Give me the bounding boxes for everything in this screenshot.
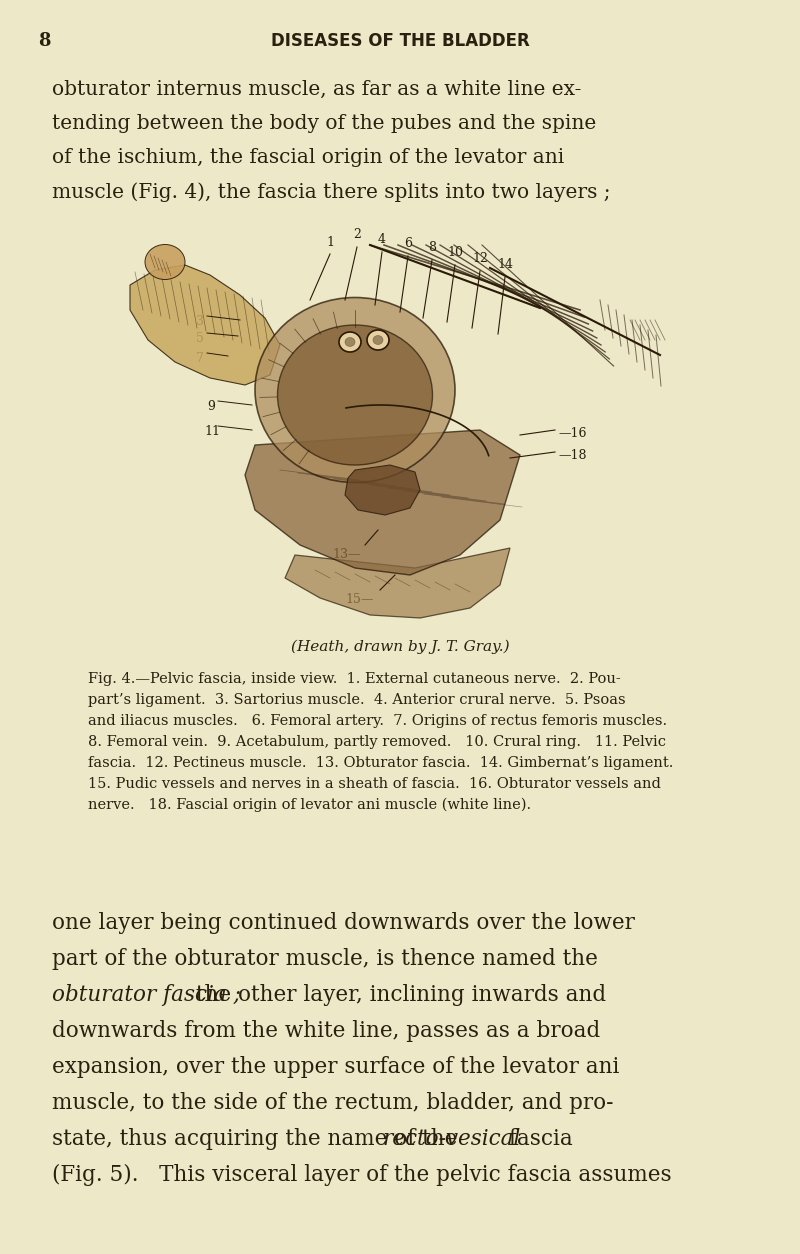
Text: 6: 6	[404, 237, 412, 250]
Text: (Heath, drawn by J. T. Gray.): (Heath, drawn by J. T. Gray.)	[290, 640, 510, 655]
Text: 14: 14	[497, 258, 513, 271]
Text: recto-vesical: recto-vesical	[382, 1129, 520, 1150]
Text: 3: 3	[196, 315, 204, 329]
Text: Fig. 4.—Pelvic fascia, inside view.  1. External cutaneous nerve.  2. Pou-: Fig. 4.—Pelvic fascia, inside view. 1. E…	[88, 672, 621, 686]
Text: fascia: fascia	[502, 1129, 573, 1150]
Ellipse shape	[278, 325, 433, 465]
Text: fascia.  12. Pectineus muscle.  13. Obturator fascia.  14. Gimbernat’s ligament.: fascia. 12. Pectineus muscle. 13. Obtura…	[88, 756, 674, 770]
Text: muscle (Fig. 4), the fascia there splits into two layers ;: muscle (Fig. 4), the fascia there splits…	[52, 182, 610, 202]
Text: of the ischium, the fascial origin of the levator ani: of the ischium, the fascial origin of th…	[52, 148, 564, 167]
Polygon shape	[345, 465, 420, 515]
Text: and iliacus muscles.   6. Femoral artery.  7. Origins of rectus femoris muscles.: and iliacus muscles. 6. Femoral artery. …	[88, 714, 667, 729]
Text: 5: 5	[196, 332, 204, 345]
Text: 4: 4	[378, 233, 386, 246]
Text: 8. Femoral vein.  9. Acetabulum, partly removed.   10. Crural ring.   11. Pelvic: 8. Femoral vein. 9. Acetabulum, partly r…	[88, 735, 666, 749]
Polygon shape	[285, 548, 510, 618]
Bar	[130, 224, 670, 618]
Polygon shape	[245, 430, 520, 576]
Text: obturator fascia ;: obturator fascia ;	[52, 984, 241, 1006]
Text: expansion, over the upper surface of the levator ani: expansion, over the upper surface of the…	[52, 1056, 619, 1078]
Text: DISEASES OF THE BLADDER: DISEASES OF THE BLADDER	[270, 33, 530, 50]
Text: 11: 11	[204, 425, 220, 438]
Text: muscle, to the side of the rectum, bladder, and pro-: muscle, to the side of the rectum, bladd…	[52, 1092, 614, 1114]
Ellipse shape	[145, 245, 185, 280]
Text: 9: 9	[207, 400, 215, 413]
Text: —16: —16	[558, 428, 586, 440]
Text: 10: 10	[447, 246, 463, 260]
Polygon shape	[130, 265, 280, 385]
Text: the other layer, inclining inwards and: the other layer, inclining inwards and	[189, 984, 606, 1006]
Text: (Fig. 5).   This visceral layer of the pelvic fascia assumes: (Fig. 5). This visceral layer of the pel…	[52, 1164, 672, 1186]
Text: —18: —18	[558, 449, 586, 461]
Ellipse shape	[373, 336, 383, 345]
Text: tending between the body of the pubes and the spine: tending between the body of the pubes an…	[52, 114, 596, 133]
Ellipse shape	[255, 297, 455, 483]
Ellipse shape	[367, 330, 389, 350]
Text: nerve.   18. Fascial origin of levator ani muscle (white line).: nerve. 18. Fascial origin of levator ani…	[88, 798, 531, 813]
Text: 8: 8	[428, 241, 436, 255]
Text: part’s ligament.  3. Sartorius muscle.  4. Anterior crural nerve.  5. Psoas: part’s ligament. 3. Sartorius muscle. 4.…	[88, 693, 626, 707]
Text: obturator internus muscle, as far as a white line ex-: obturator internus muscle, as far as a w…	[52, 80, 582, 99]
Text: one layer being continued downwards over the lower: one layer being continued downwards over…	[52, 912, 635, 934]
Ellipse shape	[345, 337, 355, 346]
Text: 15—: 15—	[345, 593, 374, 606]
Text: 13—: 13—	[332, 548, 361, 561]
Text: 8: 8	[38, 33, 50, 50]
Text: downwards from the white line, passes as a broad: downwards from the white line, passes as…	[52, 1020, 600, 1042]
Text: 2: 2	[353, 228, 361, 241]
Text: 12: 12	[472, 252, 488, 265]
Ellipse shape	[339, 332, 361, 352]
Text: 7: 7	[196, 352, 204, 365]
Text: 15. Pudic vessels and nerves in a sheath of fascia.  16. Obturator vessels and: 15. Pudic vessels and nerves in a sheath…	[88, 777, 661, 791]
Text: state, thus acquiring the name of the: state, thus acquiring the name of the	[52, 1129, 464, 1150]
Text: 1: 1	[326, 236, 334, 250]
Text: part of the obturator muscle, is thence named the: part of the obturator muscle, is thence …	[52, 948, 598, 971]
